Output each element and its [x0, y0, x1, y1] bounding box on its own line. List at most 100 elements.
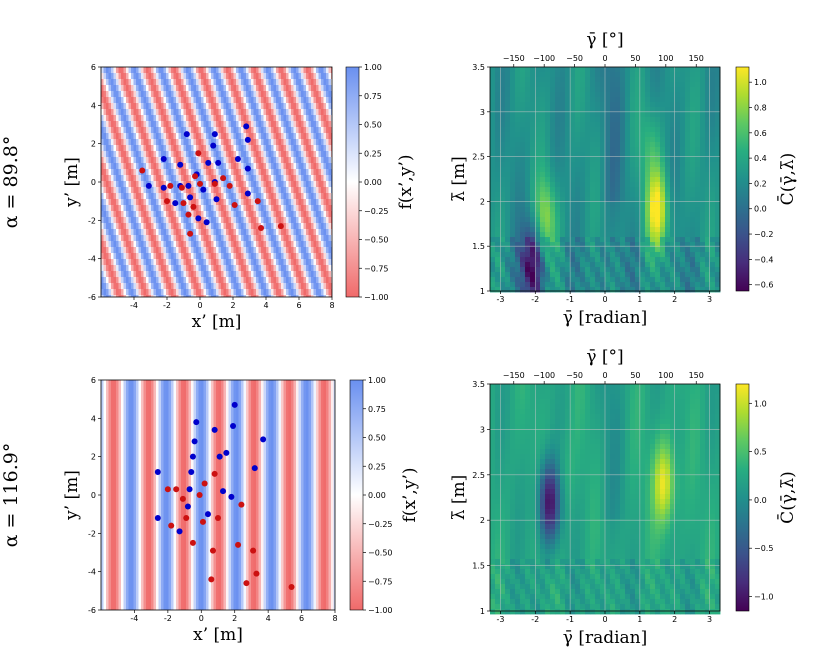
red-point: [139, 167, 146, 174]
colorbar-tick-label: 1.0: [754, 78, 767, 87]
red-point: [164, 486, 171, 493]
blue-point: [243, 123, 250, 130]
x-tick-label: -2: [163, 301, 171, 310]
blue-point: [154, 469, 161, 475]
blue-point: [191, 438, 198, 445]
red-point: [215, 515, 221, 521]
y-tick-label: 0: [91, 491, 96, 500]
x2-tick-label: 0: [602, 54, 607, 63]
x2-tick-label: 100: [658, 54, 673, 63]
y-tick-label: 4: [91, 414, 96, 423]
blue-point: [193, 419, 200, 426]
colorbar-tick-label: −1.00: [368, 606, 393, 615]
colorbar-tick-label: 0.50: [368, 434, 386, 443]
x2-tick-label: −100: [533, 371, 555, 380]
y-tick-label: -6: [88, 293, 96, 302]
blue-point: [176, 528, 183, 535]
colorbar-tick-label: −0.5: [754, 544, 773, 553]
red-point: [288, 584, 295, 590]
corr-panel-top: -3 -2 -1 0 1 2 3 −150 −100 −50 0 50 100 150 1 1.5 2 2.5 3 3…: [449, 30, 798, 328]
colorbar-tick-label: −0.50: [364, 236, 389, 245]
blue-point: [172, 200, 179, 207]
red-point: [226, 182, 233, 189]
y-tick-label: 6: [91, 376, 96, 385]
colorbar-tick-label: −0.6: [754, 281, 773, 290]
red-point: [164, 198, 170, 205]
blue-point: [244, 165, 251, 172]
blue-point: [251, 465, 258, 472]
x-tick-label: 4: [266, 614, 271, 623]
colorbar-tick-label: 0.0: [754, 205, 767, 214]
x-tick-label: 3: [707, 615, 712, 624]
blue-point: [211, 131, 218, 138]
red-point: [183, 515, 190, 521]
blue-point: [203, 219, 210, 226]
blue-point: [244, 190, 251, 197]
blue-point: [220, 488, 227, 495]
red-point: [235, 541, 242, 548]
x-tick-label: 0: [602, 295, 607, 304]
colorbar-tick-label: 0.8: [754, 103, 767, 112]
colorbar-tick-label: 0.25: [364, 149, 382, 158]
x2-tick-label: −150: [503, 54, 525, 63]
blue-point: [160, 184, 167, 191]
field-background: [101, 380, 335, 610]
blue-point: [189, 453, 196, 460]
x-tick-label: 8: [329, 301, 334, 310]
x-tick-label: 2: [672, 295, 677, 304]
x-axis-label: x’ [m]: [192, 312, 242, 332]
blue-point: [177, 161, 184, 168]
x-tick-label: 2: [230, 301, 235, 310]
field-panel-bottom: -4 -2 0 2 4 6 8 -6 -4 -2 0 2 4 6 x’ [m] y’ [m] 1.00 0.75 0…: [62, 376, 420, 645]
colorbar-tick-label: −0.25: [364, 207, 389, 216]
red-point: [197, 180, 203, 187]
x-tick-label: -1: [566, 615, 574, 624]
red-point: [179, 495, 186, 502]
y-tick-label: -6: [88, 606, 96, 615]
y-tick-label: 2: [480, 516, 485, 525]
y-axis-label: y’ [m]: [62, 470, 82, 521]
y-tick-label: 2: [91, 453, 96, 462]
x-tick-label: -1: [566, 295, 574, 304]
blue-point: [204, 511, 211, 518]
colorbar: [735, 66, 750, 292]
blue-point: [234, 156, 241, 162]
red-point: [178, 184, 185, 191]
blue-point: [211, 426, 218, 433]
blue-point: [195, 215, 202, 222]
blue-point: [160, 156, 167, 162]
blue-point: [223, 449, 230, 456]
colorbar-tick-label: 0.2: [754, 179, 767, 188]
colorbar: [345, 66, 360, 298]
x2-tick-label: 150: [689, 371, 704, 380]
blue-point: [186, 486, 193, 493]
x2-tick-label: 0: [602, 371, 607, 380]
red-point: [209, 547, 216, 554]
red-point: [250, 547, 257, 554]
colorbar-tick-label: 0.5: [754, 448, 767, 457]
red-point: [201, 480, 208, 487]
red-point: [211, 180, 218, 187]
red-point: [220, 175, 227, 182]
x-tick-label: 6: [296, 301, 301, 310]
x-tick-label: -3: [496, 615, 504, 624]
red-point: [238, 501, 245, 508]
blue-point: [210, 142, 217, 149]
x-tick-label: -4: [130, 301, 138, 310]
heatmap: [490, 384, 721, 615]
blue-point: [228, 493, 235, 500]
x-tick-label: 0: [197, 301, 202, 310]
heatmap: [490, 67, 721, 293]
x2-tick-label: 50: [630, 54, 640, 63]
y-tick-label: 2.5: [472, 153, 485, 162]
blue-point: [215, 159, 222, 166]
x2-axis-label: γ̄ [°]: [586, 30, 623, 50]
colorbar-tick-label: 0.0: [754, 496, 767, 505]
corr-panel-bottom: -3 -2 -1 0 1 2 3 −150 −100 −50 0 50 100 150 1 1.5 2 2.5 3 3…: [449, 347, 798, 648]
colorbar-tick-label: 0.00: [368, 491, 386, 500]
x-tick-label: 4: [263, 301, 268, 310]
y-tick-label: 4: [91, 101, 96, 110]
field-panel-top: -4 -2 0 2 4 6 8 -6 -4 -2 0 2 4 6 x’ [m] y’ [m] 1.00 0.75 0…: [62, 63, 416, 332]
red-point: [253, 570, 260, 577]
red-point: [211, 470, 218, 477]
